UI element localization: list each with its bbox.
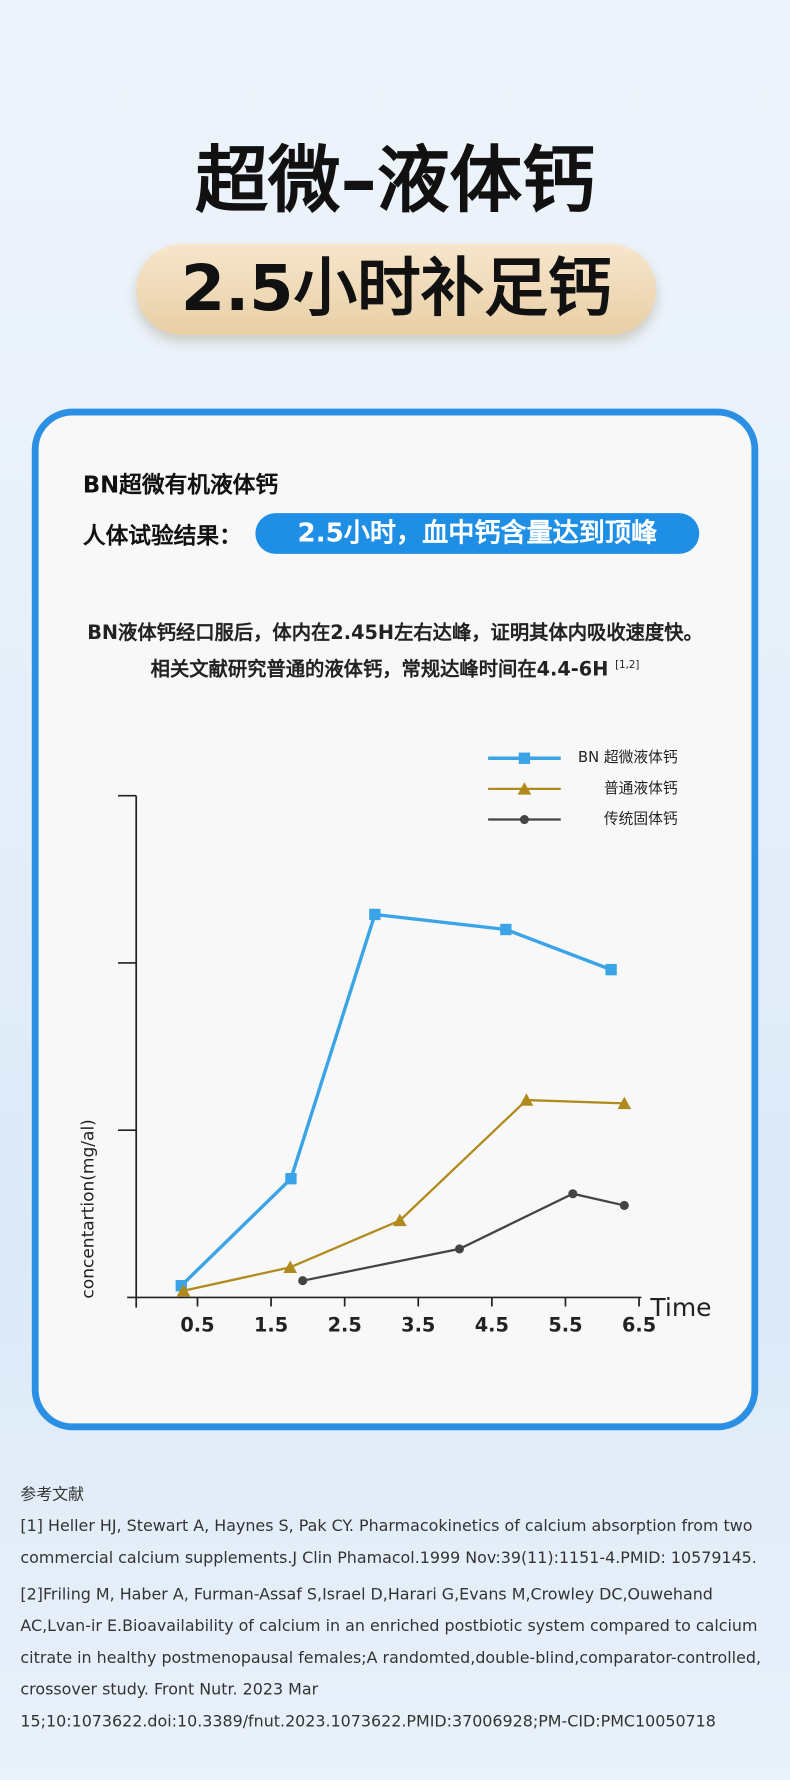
result-badge: 2.5小时，血中钙含量达到顶峰 [255,513,700,554]
data-point [519,1093,534,1106]
data-point [605,963,617,976]
references: 参考文献 [1] Heller HJ, Stewart A, Haynes S,… [20,1479,774,1738]
product: BN超微有机液体钙 [82,471,279,499]
x-tick-label: 2.5 [328,1313,362,1336]
series-line [302,1192,625,1282]
result-label: 人体试验结果： [82,522,242,550]
data-point [285,1173,297,1185]
references-heading: 参考文献 [20,1485,84,1505]
data-point [369,908,381,921]
x-tick-label: 4.5 [475,1313,509,1336]
note-text: 相关文献研究普通的液体钙，常规达峰时间在4.4-6H [150,658,609,682]
data-point [176,1283,191,1297]
x-tick-label: 1.5 [254,1313,288,1336]
data-point [175,1280,187,1292]
title: 超微–液体钙 [195,139,595,224]
data-point [617,1096,632,1110]
data-point [500,923,512,936]
note-line: BN液体钙经口服后，体内在2.45H左右达峰，证明其体内吸收速度快。 [87,622,703,645]
data-point [283,1260,298,1273]
legend-marker [517,782,532,795]
x-tick-label: 6.5 [622,1313,656,1336]
data-point [298,1276,308,1286]
note-line: 相关文献研究普通的液体钙，常规达峰时间在4.4-6H [1,2] [0,653,790,681]
x-tick-label: 3.5 [401,1313,435,1336]
citation: [1,2] [615,659,640,672]
legend-label: 普通液体钙 [604,780,678,797]
y-axis-label: concentartion(mg/al) [79,1119,99,1298]
data-point [619,1200,629,1210]
reference: [1] Heller HJ, Stewart A, Haynes S, Pak … [20,1517,757,1568]
pill: 2.5小时补足钙 [136,244,657,335]
legend-marker [519,815,529,825]
data-point [454,1244,465,1254]
card [31,408,759,1431]
data-point [568,1189,578,1199]
x-axis-label: Time [649,1293,711,1322]
legend-label: BN 超微液体钙 [578,749,678,766]
reference: [2]Friling M, Haber A, Furman-Assaf S,Is… [20,1585,761,1732]
data-point [393,1213,407,1227]
x-tick-label: 5.5 [548,1313,582,1336]
legend-marker [518,752,531,764]
legend-label: 传统固体钙 [604,811,678,828]
x-tick-label: 0.5 [180,1313,214,1336]
series-line [183,1098,625,1292]
